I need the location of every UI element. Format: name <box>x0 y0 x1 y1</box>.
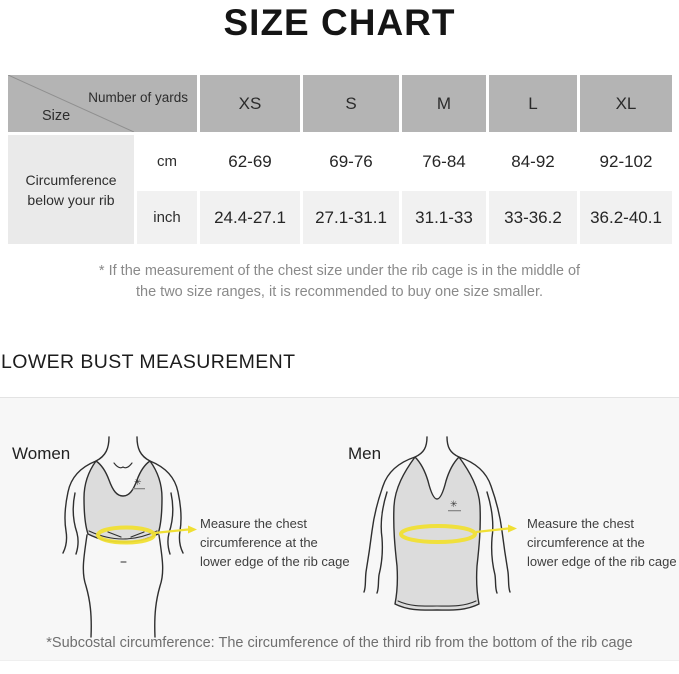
page-title: SIZE CHART <box>223 2 456 43</box>
inch-value-s: 27.1-31.1 <box>303 191 399 244</box>
size-note: * If the measurement of the chest size u… <box>0 261 679 303</box>
men-figure-illustration: ✳ <box>363 436 517 611</box>
unit-label-inch: inch <box>137 191 197 244</box>
corner-label-columns: Number of yards <box>88 90 188 105</box>
cm-value-s: 69-76 <box>303 135 399 188</box>
size-col-header-m: M <box>402 75 486 132</box>
annotation-line: lower edge of the rib cage <box>200 554 350 569</box>
women-figure-label: Women <box>12 444 71 463</box>
men-measure-annotation: Measure the chest circumference at the l… <box>527 514 677 571</box>
row-header-circumference: Circumference below your rib <box>8 135 134 244</box>
size-col-header-xs: XS <box>200 75 300 132</box>
svg-text:✳: ✳ <box>134 478 142 488</box>
size-note-line2: the two size ranges, it is recommended t… <box>136 284 543 300</box>
diagonal-divider <box>8 75 134 132</box>
measure-ellipse <box>399 524 477 544</box>
size-col-header-l: L <box>489 75 577 132</box>
lower-bust-heading: LOWER BUST MEASUREMENT <box>1 351 296 373</box>
inch-value-xl: 36.2-40.1 <box>580 191 672 244</box>
corner-label-rows: Size <box>42 108 71 124</box>
women-figure-illustration: ✳ <box>62 436 197 638</box>
size-table: Number of yards Size XS S M L XL Circumf… <box>8 75 672 244</box>
table-corner-cell: Number of yards Size <box>8 75 197 132</box>
cm-value-xl: 92-102 <box>580 135 672 188</box>
women-measure-annotation: Measure the chest circumference at the l… <box>200 514 350 571</box>
unit-label-cm: cm <box>137 135 197 188</box>
brand-logo-icon: ✳ <box>448 500 461 512</box>
cm-value-m: 76-84 <box>402 135 486 188</box>
inch-value-l: 33-36.2 <box>489 191 577 244</box>
svg-text:✳: ✳ <box>450 500 458 510</box>
cm-value-l: 84-92 <box>489 135 577 188</box>
inch-value-m: 31.1-33 <box>402 191 486 244</box>
annotation-line: circumference at the <box>527 535 645 550</box>
brand-logo-icon: ✳ <box>132 478 145 490</box>
men-figure-label: Men <box>348 444 382 463</box>
size-note-line1: * If the measurement of the chest size u… <box>98 263 581 279</box>
subcostal-footnote: *Subcostal circumference: The circumfere… <box>46 635 633 651</box>
size-col-header-xl: XL <box>580 75 672 132</box>
size-col-header-s: S <box>303 75 399 132</box>
inch-value-xs: 24.4-27.1 <box>200 191 300 244</box>
cm-value-xs: 62-69 <box>200 135 300 188</box>
measure-arrow-icon <box>153 525 197 535</box>
annotation-line: circumference at the <box>200 535 318 550</box>
measure-arrow-icon <box>475 524 517 534</box>
tank-top-shape <box>393 456 481 611</box>
annotation-line: Measure the chest <box>200 516 307 531</box>
annotation-line: lower edge of the rib cage <box>527 554 677 569</box>
measure-ellipse <box>96 525 156 545</box>
sports-bra-shape <box>83 460 163 543</box>
annotation-line: Measure the chest <box>527 516 634 531</box>
